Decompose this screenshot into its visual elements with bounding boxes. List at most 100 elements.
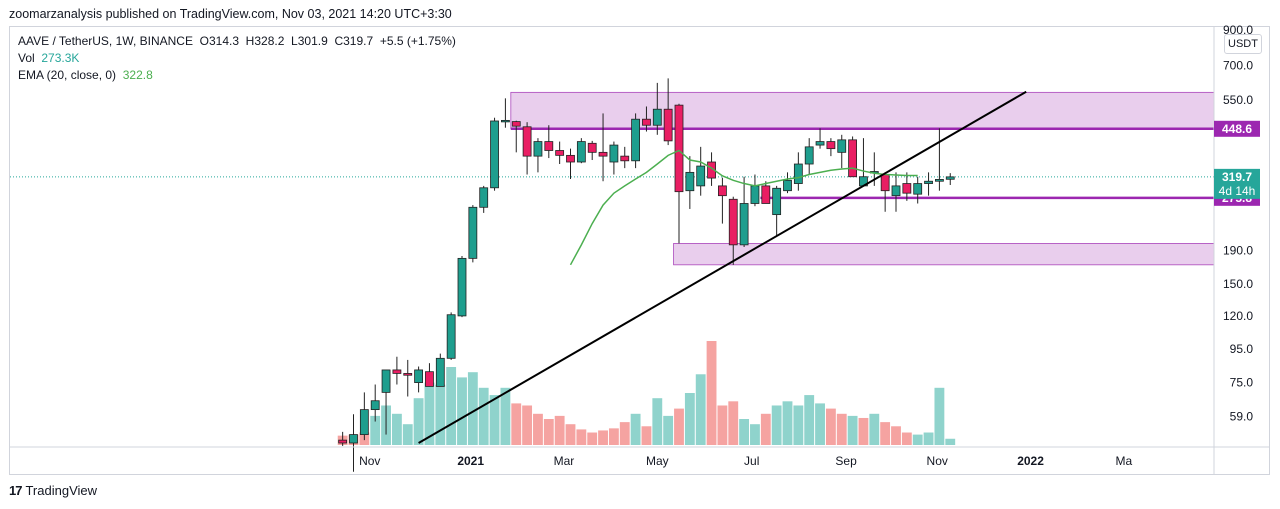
x-tick-label: Nov — [359, 454, 380, 468]
footer-brand[interactable]: 17 TradingView — [9, 483, 97, 498]
candle — [403, 359, 413, 397]
candle — [587, 140, 597, 161]
volume-bar — [554, 415, 565, 445]
legend-low: 301.9 — [297, 34, 328, 48]
legend-close: 319.7 — [343, 34, 374, 48]
candle-body — [359, 409, 369, 435]
candle — [555, 141, 565, 165]
candle — [490, 117, 499, 191]
candle-body — [663, 108, 673, 142]
candle — [642, 106, 651, 132]
candle — [674, 103, 684, 244]
volume-bar — [858, 417, 869, 445]
volume-bar — [478, 387, 489, 445]
candle-body — [468, 206, 478, 259]
candle — [913, 176, 923, 204]
volume-bar — [446, 367, 457, 445]
candle-body — [381, 369, 391, 393]
volume-bar — [750, 424, 760, 445]
legend-volume-line: Vol 273.3K — [18, 51, 79, 65]
candle-body — [457, 257, 467, 317]
legend-symbol: AAVE / TetherUS, 1W, BINANCE — [18, 34, 193, 48]
price-badge-448: 448.6 — [1222, 122, 1252, 136]
candle — [902, 172, 912, 201]
candle-body — [446, 314, 456, 359]
volume-bar — [782, 401, 793, 445]
candle — [750, 174, 760, 207]
currency-button[interactable]: USDT — [1224, 34, 1262, 54]
candle-body — [533, 141, 543, 157]
candle — [435, 353, 445, 387]
candle-body — [620, 155, 630, 162]
candle — [370, 384, 380, 422]
candle-body — [370, 400, 380, 411]
candle-body — [490, 120, 499, 189]
candle — [468, 205, 478, 263]
candle — [696, 146, 706, 196]
candle-body — [425, 371, 434, 387]
candle — [349, 414, 358, 472]
volume-bar — [619, 422, 630, 445]
price-badge-last: 319.7 — [1222, 170, 1252, 184]
candle — [718, 177, 727, 224]
candle — [945, 173, 955, 185]
zone-rect-1 — [673, 243, 1215, 266]
volume-bar — [793, 405, 804, 445]
ema-line — [569, 149, 918, 266]
candle-body — [945, 176, 955, 180]
candle — [479, 185, 489, 213]
candle — [566, 148, 575, 179]
candle — [381, 369, 391, 435]
candle-body — [435, 357, 445, 387]
legend-high: 328.2 — [254, 34, 285, 48]
volume-bar — [880, 422, 891, 445]
candle-body — [750, 185, 760, 204]
volume-bar — [815, 403, 825, 445]
price-badge-448-bg — [1214, 120, 1260, 137]
volume-bar — [467, 372, 478, 445]
candle-body — [544, 141, 554, 151]
candle — [598, 113, 608, 182]
volume-bar — [500, 387, 511, 445]
candle-body — [609, 144, 619, 163]
candle-body — [500, 119, 510, 123]
candle-body — [338, 439, 348, 444]
candle-body — [522, 126, 532, 157]
x-tick-label: Nov — [927, 454, 948, 468]
candle — [663, 78, 673, 146]
candle — [392, 356, 402, 385]
legend-vol-value: 273.3K — [41, 51, 80, 65]
legend-ema-value: 322.8 — [122, 68, 153, 82]
volume-bar — [522, 405, 533, 445]
legend-open: 314.3 — [208, 34, 239, 48]
candle-body — [349, 434, 358, 444]
volume-bar — [370, 415, 381, 445]
volume-bar — [424, 382, 435, 445]
candle-body — [880, 174, 890, 192]
volume-bar — [706, 341, 717, 445]
candle-body — [902, 183, 912, 194]
y-tick-label: 59.0 — [1230, 410, 1254, 424]
candle-body — [718, 185, 727, 197]
volume-bar — [587, 432, 598, 445]
candle — [924, 172, 933, 196]
x-tick-label: Jul — [744, 454, 759, 468]
volume-bar — [945, 438, 956, 445]
volume-bar — [901, 432, 912, 445]
candle-body — [783, 179, 792, 192]
candle — [500, 98, 510, 128]
candle-body — [935, 179, 944, 182]
candle — [576, 138, 586, 164]
y-tick-label: 900.0 — [1223, 23, 1253, 37]
footer-brand-text: TradingView — [25, 483, 98, 498]
candle — [880, 172, 890, 212]
legend-high-label: H — [245, 34, 255, 48]
candle-body — [587, 142, 597, 153]
volume-bar — [923, 432, 934, 445]
candle-body — [739, 203, 749, 246]
candle-body — [598, 151, 608, 157]
volume-bar — [435, 384, 446, 445]
candle — [826, 138, 836, 157]
candle — [935, 128, 944, 191]
